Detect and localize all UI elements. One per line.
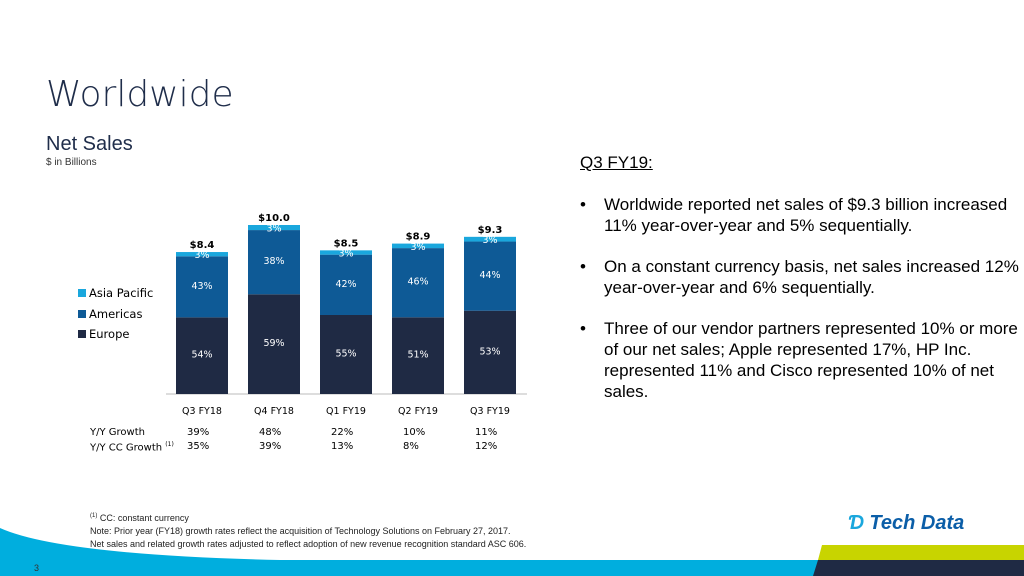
- bar-segment-americas: [176, 256, 228, 318]
- bar-segment-americas: [248, 230, 300, 295]
- bar-segment-asia-pacific: [176, 252, 228, 257]
- data-label: 3%: [338, 249, 353, 260]
- bar-segment-americas: [392, 248, 444, 318]
- growth-value: 13%: [331, 441, 354, 452]
- bar-segment-asia-pacific: [392, 243, 444, 249]
- growth-value: 10%: [403, 427, 426, 438]
- data-label: 38%: [263, 256, 284, 267]
- bar-segment-europe: [464, 310, 516, 394]
- legend-asia-pacific: Asia Pacific: [78, 286, 153, 300]
- total-label: $10.0: [258, 213, 290, 224]
- bar-segment-asia-pacific: [320, 250, 372, 255]
- growth-value: 22%: [331, 427, 354, 438]
- total-label: $8.5: [334, 238, 359, 249]
- data-label: 46%: [407, 277, 428, 288]
- data-label: 53%: [479, 346, 500, 357]
- bar-segment-americas: [464, 241, 516, 311]
- legend-label: Europe: [89, 327, 130, 341]
- bar-segment-americas: [320, 254, 372, 315]
- tech-data-logo: Ɗ Tech Data: [848, 512, 964, 535]
- legend-europe: Europe: [78, 327, 129, 341]
- bullet-symbol: •: [580, 319, 586, 338]
- x-tick-label: Q3 FY18: [182, 406, 222, 417]
- x-tick-label: Q3 FY19: [470, 406, 510, 417]
- growth-value: 39%: [187, 427, 210, 438]
- x-tick-label: Q1 FY19: [326, 406, 366, 417]
- legend-label: Americas: [89, 307, 143, 321]
- legend-americas: Americas: [78, 307, 142, 321]
- data-label: 3%: [266, 224, 281, 235]
- bar-segment-europe: [320, 314, 372, 394]
- x-tick-label: Q2 FY19: [398, 406, 438, 417]
- footnote-sup: (1): [90, 513, 98, 519]
- bullet-text: On a constant currency basis, net sales …: [604, 257, 1019, 297]
- footer-navy-band: [813, 560, 1024, 576]
- growth-value: 8%: [403, 441, 419, 452]
- growth-row-label: Y/Y Growth: [90, 427, 145, 438]
- legend-swatch: [78, 289, 86, 297]
- footnotes: (1) CC: constant currency Note: Prior ye…: [90, 510, 526, 551]
- section-subtitle: Net Sales: [46, 133, 133, 155]
- bullet-symbol: •: [580, 195, 586, 214]
- bar-segment-europe: [392, 317, 444, 394]
- footnote-note2: Net sales and related growth rates adjus…: [90, 539, 527, 549]
- data-label: 3%: [194, 250, 209, 261]
- page-title: Worldwide: [46, 74, 234, 115]
- bullet-3: • Three of our vendor partners represente…: [580, 318, 1020, 402]
- commentary-heading: Q3 FY19:: [580, 153, 653, 172]
- footnote-cc-text: CC: constant currency: [99, 513, 189, 523]
- logo-mark-icon: Ɗ: [848, 512, 870, 534]
- logo-text: Tech Data: [869, 512, 965, 534]
- bullet-text: Worldwide reported net sales of $9.3 bil…: [604, 195, 1008, 235]
- x-tick-label: Q4 FY18: [254, 406, 294, 417]
- bar-segment-asia-pacific: [464, 236, 516, 242]
- data-label: 43%: [191, 281, 212, 292]
- total-label: $9.3: [478, 225, 503, 236]
- growth-value: 12%: [475, 441, 498, 452]
- data-label: 3%: [410, 242, 425, 253]
- data-label: 54%: [191, 350, 212, 361]
- data-label: 42%: [335, 279, 356, 290]
- bullet-2: • On a constant currency basis, net sales…: [580, 256, 1020, 298]
- footer-lime-band: [818, 545, 1024, 560]
- bullet-1: • Worldwide reported net sales of $9.3 bi…: [580, 194, 1020, 236]
- footnote-cc: (1) CC: constant currency: [90, 510, 526, 525]
- units-label: $ in Billions: [46, 157, 97, 168]
- legend-label: Asia Pacific: [89, 286, 154, 300]
- growth-value: 35%: [187, 441, 210, 452]
- growth-value: 11%: [475, 427, 498, 438]
- total-label: $8.9: [406, 232, 431, 243]
- page-number: 3: [34, 563, 40, 573]
- bullet-text: Three of our vendor partners represented…: [604, 319, 1018, 401]
- growth-value: 48%: [259, 427, 282, 438]
- data-label: 3%: [482, 235, 497, 246]
- footnote-note1: Note: Prior year (FY18) growth rates ref…: [90, 526, 511, 536]
- footer-decoration: [0, 528, 1024, 576]
- bar-segment-asia-pacific: [248, 225, 300, 231]
- growth-row-label: Y/Y CC Growth (1): [90, 441, 174, 454]
- growth-value: 39%: [259, 441, 282, 452]
- legend-swatch: [78, 310, 86, 318]
- footer-cyan-swoosh: [0, 528, 820, 576]
- data-label: 55%: [335, 348, 356, 359]
- bar-segment-europe: [248, 294, 300, 394]
- bullet-symbol: •: [580, 257, 586, 276]
- legend-swatch: [78, 330, 86, 338]
- data-label: 51%: [407, 350, 428, 361]
- data-label: 44%: [479, 270, 500, 281]
- total-label: $8.4: [190, 240, 215, 251]
- data-label: 59%: [263, 338, 284, 349]
- bar-segment-europe: [176, 317, 228, 394]
